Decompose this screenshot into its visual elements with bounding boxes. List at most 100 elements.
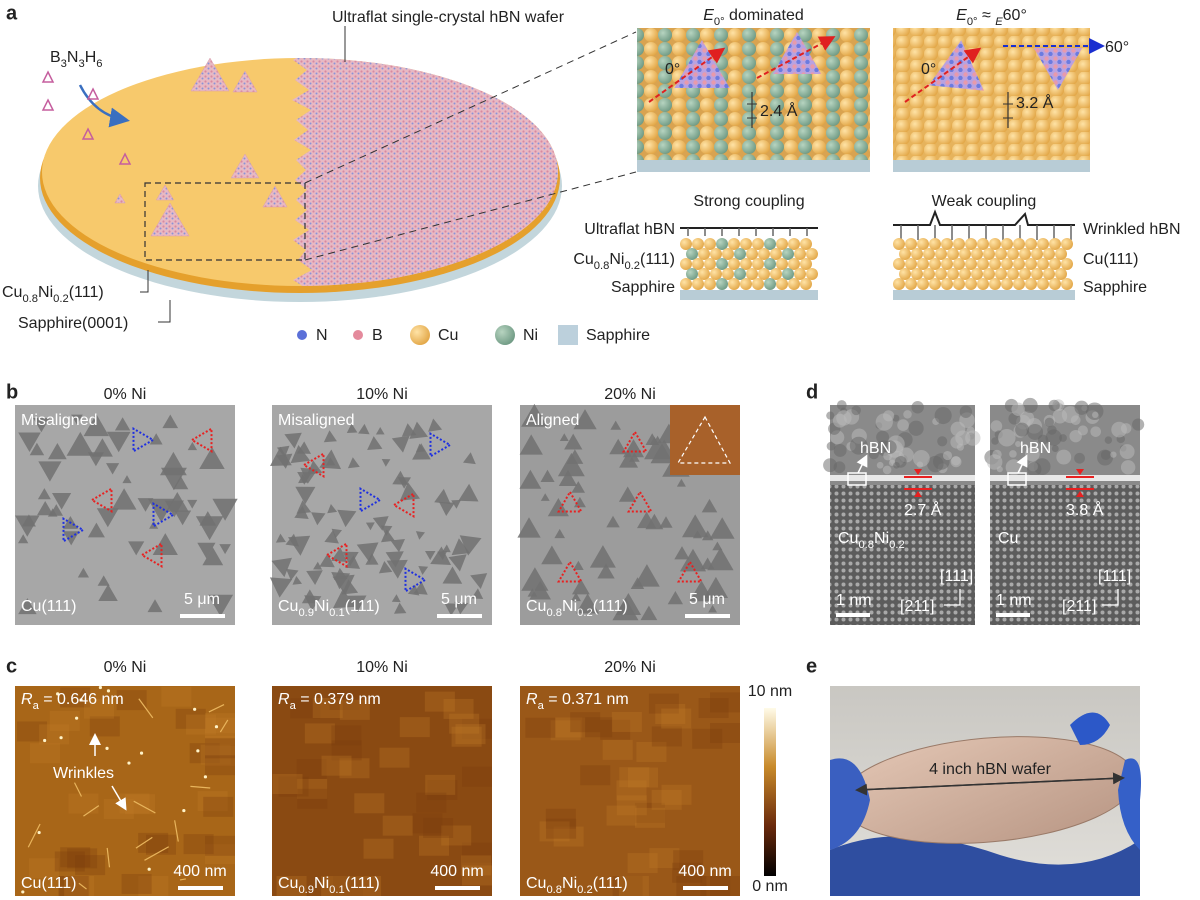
particle (79, 698, 83, 702)
domain (623, 439, 644, 458)
direction-arrow (648, 47, 726, 103)
noise (1120, 460, 1136, 475)
text-part: Cu(111) (1083, 251, 1138, 268)
wrinkle (135, 836, 153, 849)
scale-bar (683, 886, 728, 890)
wrinkle (138, 698, 154, 719)
domain (106, 463, 120, 475)
text-part: (111) (69, 284, 104, 301)
terrace (203, 796, 234, 817)
terrace (692, 728, 723, 749)
particle (75, 716, 79, 720)
spacing-arrow (914, 491, 922, 497)
terrace (379, 747, 410, 768)
scale-label: 1 nm (996, 592, 1032, 609)
domain (682, 514, 709, 538)
atom (728, 238, 740, 250)
atom (1049, 238, 1061, 250)
wrinkle (83, 805, 100, 817)
terrace (611, 711, 642, 732)
domain (333, 588, 355, 609)
noise (833, 443, 847, 457)
sapphire-label: Sapphire(0001) (18, 315, 128, 332)
orientation-marker (325, 541, 348, 569)
substrate-label: Cu0.8Ni0.2(111) (526, 598, 628, 619)
hbn-domain (928, 40, 984, 91)
terrace (205, 755, 235, 776)
colorbar (764, 708, 776, 876)
domain (527, 588, 538, 597)
atom (1007, 248, 1019, 260)
atom (692, 278, 704, 290)
atom (794, 248, 806, 260)
terrace (580, 765, 611, 786)
molecule (86, 87, 100, 100)
terrace (200, 744, 231, 765)
terrace (619, 767, 650, 788)
atom (929, 238, 941, 250)
particle (147, 867, 151, 871)
direction-label: [211] (900, 598, 934, 615)
atom (1049, 258, 1061, 270)
domain (606, 515, 620, 528)
terrace (183, 834, 214, 855)
domain (174, 510, 192, 526)
atom (740, 238, 752, 250)
terrace (333, 876, 364, 896)
atom (1013, 258, 1025, 270)
domain (83, 414, 109, 437)
particle (21, 890, 25, 894)
orientation-marker (404, 566, 427, 594)
domain (633, 564, 660, 587)
atom (1001, 258, 1013, 270)
terrace (205, 745, 235, 766)
noise (1104, 436, 1113, 444)
particle (127, 761, 131, 765)
text-part: 0.2 (577, 884, 593, 896)
sapphire-layer (893, 160, 1090, 172)
domain (709, 517, 735, 539)
atom (704, 278, 716, 290)
terrace (278, 776, 309, 797)
domain (323, 430, 337, 443)
text-part: 3 (78, 58, 84, 70)
text-part: Cu (2, 284, 22, 301)
terrace (627, 853, 658, 874)
noise (1059, 434, 1067, 442)
domain (66, 431, 94, 456)
hbn-domain (150, 202, 190, 237)
atom (959, 248, 971, 260)
atom (953, 258, 965, 270)
domain (409, 421, 428, 439)
atom (698, 268, 710, 280)
noise (897, 419, 909, 431)
noise (1074, 452, 1085, 464)
substrate-label: Cu(111) (21, 598, 76, 615)
domain (589, 545, 616, 568)
atom (1055, 268, 1067, 280)
domain (703, 576, 729, 598)
terrace (83, 698, 114, 719)
text-part: Cu (278, 598, 298, 615)
scale-bar (435, 886, 480, 890)
hbn-domain (232, 70, 258, 93)
terrace (39, 724, 70, 745)
atom (893, 238, 905, 250)
terrace (634, 802, 665, 823)
noise (876, 461, 884, 469)
axes (944, 589, 961, 606)
terrace (427, 780, 458, 801)
schematic-title: Weak coupling (932, 193, 1037, 210)
panel-label: c (6, 655, 17, 677)
domain (162, 414, 179, 429)
terrace (297, 778, 328, 799)
angle-label: 0° (665, 61, 680, 78)
atom (905, 238, 917, 250)
orientation-marker (302, 451, 325, 479)
atom (947, 248, 959, 260)
terrace (321, 876, 352, 896)
terrace (672, 862, 703, 883)
text-part: 0.1 (329, 607, 345, 619)
direction-label: [111] (1098, 568, 1131, 585)
hbn-domain (114, 193, 126, 204)
